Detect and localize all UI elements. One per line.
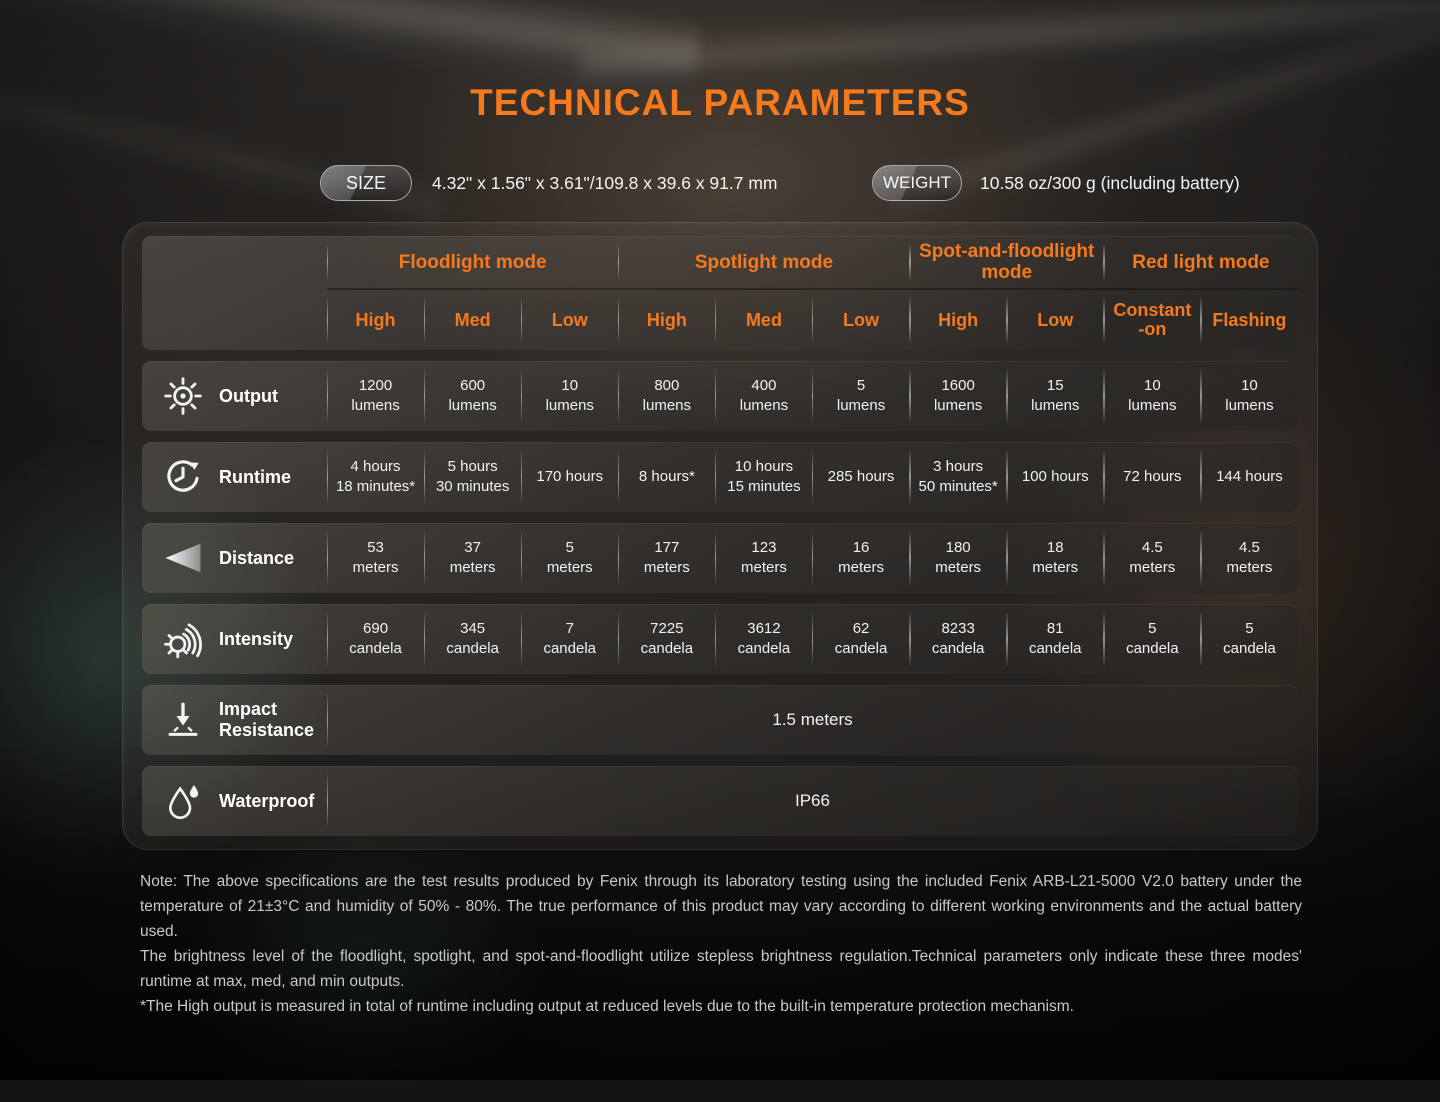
value-cell: 800 lumens bbox=[617, 361, 715, 431]
row-label-cell: Waterproof bbox=[142, 766, 327, 836]
value-cell: 600 lumens bbox=[423, 361, 521, 431]
value-cell: 123 meters bbox=[714, 523, 812, 593]
impact-arrow-icon bbox=[162, 699, 204, 741]
row-label: Output bbox=[219, 385, 278, 406]
value-cell: 5 meters bbox=[520, 523, 618, 593]
value-cell: 4.5 meters bbox=[1200, 523, 1298, 593]
value-cell: 170 hours bbox=[520, 442, 618, 512]
value-cell: 3612 candela bbox=[714, 604, 812, 674]
value-cell: 7225 candela bbox=[617, 604, 715, 674]
sub-header-2: Med bbox=[423, 290, 521, 350]
value-cell: 10 hours 15 minutes bbox=[714, 442, 812, 512]
value-cell: 5 lumens bbox=[811, 361, 909, 431]
sub-header-1: High bbox=[326, 290, 424, 350]
sub-header-9: Constant -on bbox=[1103, 290, 1201, 350]
value-cell: 5 candela bbox=[1200, 604, 1298, 674]
sub-header-7: High bbox=[909, 290, 1007, 350]
row-label-cell: Intensity bbox=[142, 604, 327, 674]
value-cell: 15 lumens bbox=[1006, 361, 1104, 431]
value-cell: 345 candela bbox=[423, 604, 521, 674]
value-cell: 8 hours* bbox=[617, 442, 715, 512]
spec-summary: SIZE 4.32" x 1.56" x 3.61"/109.8 x 39.6 … bbox=[0, 163, 1440, 203]
value-cell: 72 hours bbox=[1103, 442, 1201, 512]
sub-header-8: Low bbox=[1006, 290, 1104, 350]
sub-header-6: Low bbox=[811, 290, 909, 350]
note-paragraph: The brightness level of the floodlight, … bbox=[140, 948, 1302, 990]
page-title: TECHNICAL PARAMETERS bbox=[470, 82, 970, 123]
table-row-waterproof: Waterproof IP66 bbox=[142, 766, 1298, 836]
row-label: Intensity bbox=[219, 628, 294, 649]
water-drops-icon bbox=[162, 780, 204, 822]
value-cell: 37 meters bbox=[423, 523, 521, 593]
value-cell: 18 meters bbox=[1006, 523, 1104, 593]
table-header: Floodlight mode Spotlight mode Spot-and-fl… bbox=[142, 236, 1298, 350]
value-cell: 3 hours 50 minutes* bbox=[909, 442, 1007, 512]
mode-header-red-light-mode: Red light mode bbox=[1103, 236, 1298, 290]
value-cell: 8233 candela bbox=[909, 604, 1007, 674]
sub-header-4: High bbox=[617, 290, 715, 350]
sub-header-3: Low bbox=[520, 290, 618, 350]
merged-value-cell: 1.5 meters bbox=[326, 685, 1298, 755]
row-label: Distance bbox=[219, 547, 295, 568]
header-corner-cell bbox=[142, 236, 327, 350]
value-cell: 16 meters bbox=[811, 523, 909, 593]
value-cell: 1600 lumens bbox=[909, 361, 1007, 431]
value-cell: 400 lumens bbox=[714, 361, 812, 431]
mode-header-spotlight-mode: Spotlight mode bbox=[617, 236, 910, 290]
merged-value-cell: IP66 bbox=[326, 766, 1298, 836]
table-row-runtime: Runtime 4 hours 18 minutes* 5 hours 30 min… bbox=[142, 442, 1298, 512]
table-row-output: Output 1200 lumens 600 lumens 10 lumens 800 … bbox=[142, 361, 1298, 431]
beam-distance-icon bbox=[162, 537, 204, 579]
value-cell: 5 candela bbox=[1103, 604, 1201, 674]
value-cell: 10 lumens bbox=[1103, 361, 1201, 431]
row-label-cell: Output bbox=[142, 361, 327, 431]
size-badge: SIZE bbox=[320, 165, 412, 201]
row-label: Runtime bbox=[219, 466, 291, 487]
mode-header-spot-and-floodlight-mode: Spot-and-floodlight mode bbox=[909, 236, 1104, 290]
sub-header-5: Med bbox=[714, 290, 812, 350]
sub-header-10: Flashing bbox=[1200, 290, 1298, 350]
table-row-distance: Distance 53 meters 37 meters 5 meters 177 me… bbox=[142, 523, 1298, 593]
value-cell: 285 hours bbox=[811, 442, 909, 512]
value-cell: 690 candela bbox=[326, 604, 424, 674]
value-cell: 5 hours 30 minutes bbox=[423, 442, 521, 512]
value-cell: 100 hours bbox=[1006, 442, 1104, 512]
mode-header-floodlight-mode: Floodlight mode bbox=[326, 236, 619, 290]
table-row-impact-resistance: Impact Resistance 1.5 meters bbox=[142, 685, 1298, 755]
value-cell: 177 meters bbox=[617, 523, 715, 593]
note-paragraph: Note: The above specifications are the t… bbox=[140, 873, 1302, 940]
notes: Note: The above specifications are the t… bbox=[140, 869, 1302, 1019]
value-cell: 144 hours bbox=[1200, 442, 1298, 512]
intensity-rays-icon bbox=[162, 618, 204, 660]
weight-value: 10.58 oz/300 g (including battery) bbox=[980, 173, 1240, 193]
clock-icon bbox=[162, 456, 204, 498]
value-cell: 10 lumens bbox=[1200, 361, 1298, 431]
size-badge-label: SIZE bbox=[345, 172, 386, 193]
value-cell: 4.5 meters bbox=[1103, 523, 1201, 593]
row-label-cell: Runtime bbox=[142, 442, 327, 512]
weight-badge-label: WEIGHT bbox=[883, 173, 951, 192]
spec-table: Floodlight mode Spotlight mode Spot-and-fl… bbox=[122, 222, 1318, 850]
row-label-cell: Impact Resistance bbox=[142, 685, 327, 755]
value-cell: 7 candela bbox=[520, 604, 618, 674]
weight-badge: WEIGHT bbox=[872, 165, 962, 201]
value-cell: 180 meters bbox=[909, 523, 1007, 593]
brightness-sun-icon bbox=[162, 375, 204, 417]
value-cell: 81 candela bbox=[1006, 604, 1104, 674]
value-cell: 10 lumens bbox=[520, 361, 618, 431]
row-label: Waterproof bbox=[219, 790, 315, 811]
row-label: Impact Resistance bbox=[219, 699, 315, 740]
row-label-cell: Distance bbox=[142, 523, 327, 593]
value-cell: 4 hours 18 minutes* bbox=[326, 442, 424, 512]
value-cell: 1200 lumens bbox=[326, 361, 424, 431]
note-paragraph: *The High output is measured in total of… bbox=[140, 998, 1074, 1015]
table-row-intensity: Intensity 690 candela 345 candela 7 candela… bbox=[142, 604, 1298, 674]
size-value: 4.32" x 1.56" x 3.61"/109.8 x 39.6 x 91.… bbox=[432, 173, 778, 193]
value-cell: 53 meters bbox=[326, 523, 424, 593]
value-cell: 62 candela bbox=[811, 604, 909, 674]
